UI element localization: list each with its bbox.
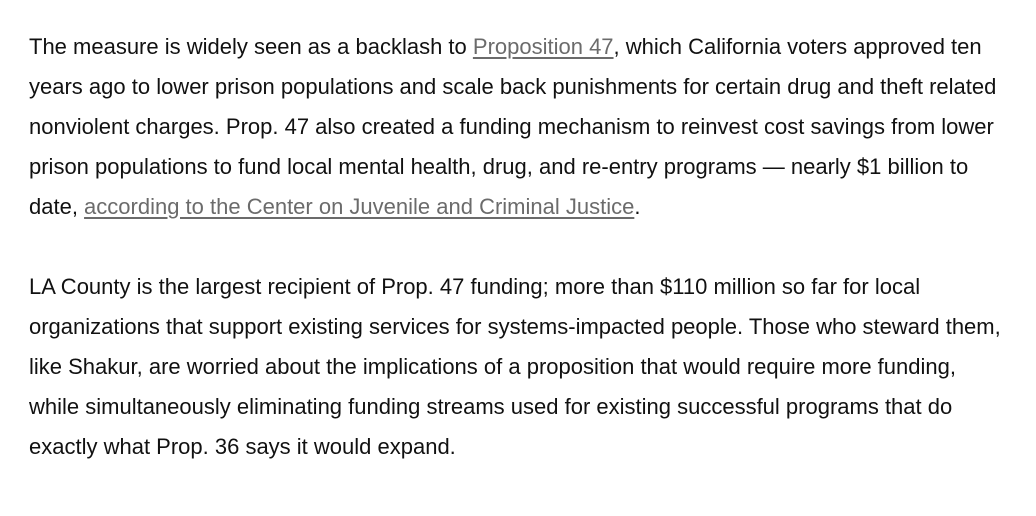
text-run: The measure is widely seen as a backlash… [29,34,473,59]
inline-link[interactable]: according to the Center on Juvenile and … [84,194,635,219]
inline-link[interactable]: Proposition 47 [472,34,614,59]
paragraph: The measure is widely seen as a backlash… [29,27,1001,227]
text-run: LA County is the largest recipient of Pr… [29,274,1001,459]
article-body: The measure is widely seen as a backlash… [29,27,1001,507]
text-run: , which California voters approved ten y… [29,34,997,219]
paragraph: LA County is the largest recipient of Pr… [29,267,1001,467]
text-run: . [634,194,641,219]
